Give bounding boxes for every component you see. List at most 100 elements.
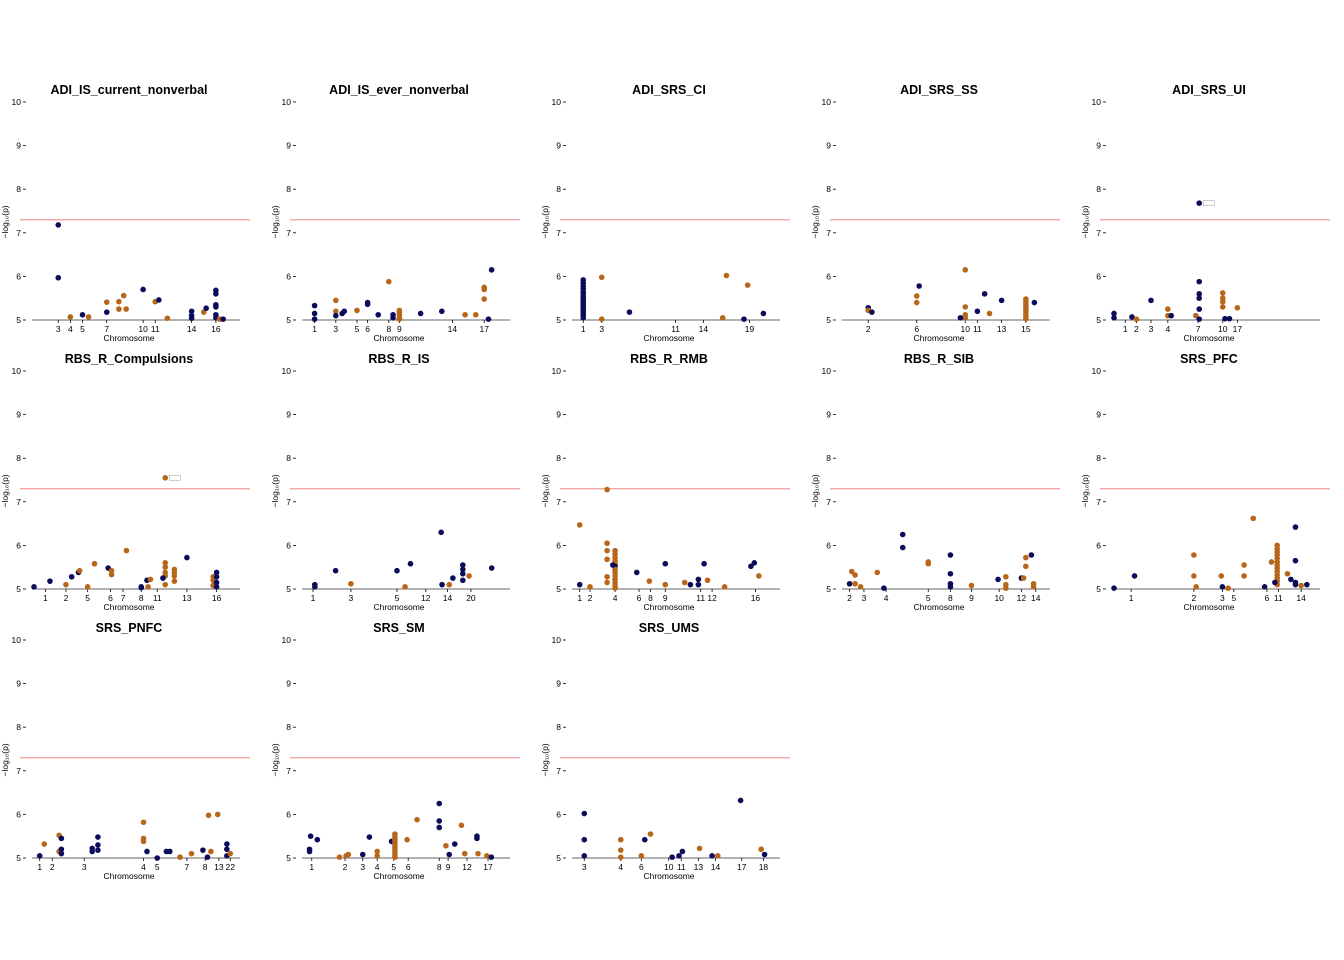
x-tick-label: 2 [847, 593, 852, 603]
y-tick-label: 10 [282, 97, 292, 107]
x-tick-label: 5 [155, 862, 160, 872]
snp-point [402, 584, 408, 590]
y-tick-label: 10 [282, 366, 292, 376]
snp-point [450, 575, 456, 581]
y-tick-label: 8 [556, 722, 561, 732]
snp-point [31, 584, 37, 590]
snp-point [123, 547, 130, 554]
snp-point [375, 311, 382, 318]
x-tick-label: 11 [1274, 593, 1283, 603]
snp-point [144, 848, 150, 855]
y-tick-label: 9 [16, 410, 21, 420]
snp-point [474, 835, 480, 842]
snp-point [899, 544, 906, 551]
snp-point [461, 850, 468, 857]
snp-point [55, 274, 62, 281]
snp-point [160, 575, 166, 581]
snp-point [171, 578, 178, 584]
y-tick-label: 7 [286, 228, 291, 238]
panel-title: SRS_SM [373, 621, 424, 635]
snp-point [869, 309, 875, 315]
x-tick-label: 12 [462, 862, 472, 872]
snp-point [439, 308, 445, 315]
y-tick-label: 9 [556, 679, 561, 689]
snp-point [91, 560, 98, 567]
y-axis-label: −log₁₀(p) [810, 205, 820, 238]
lead-snp-label [1202, 200, 1215, 206]
snp-point [436, 824, 443, 831]
x-tick-label: 1 [311, 593, 316, 603]
snp-point [1133, 316, 1140, 322]
snp-point [576, 522, 583, 528]
snp-point [687, 581, 694, 588]
x-tick-label: 5 [395, 593, 400, 603]
x-tick-label: 8 [437, 862, 442, 872]
snp-point [1131, 573, 1138, 579]
x-axis-label: Chromosome [1183, 333, 1234, 343]
snp-point [1031, 299, 1038, 306]
y-tick-label: 6 [286, 271, 291, 281]
y-axis-label: −log₁₀(p) [270, 743, 280, 776]
snp-point [336, 854, 343, 860]
x-tick-label: 9 [446, 862, 451, 872]
x-tick-label: 6 [108, 593, 113, 603]
snp-point [188, 850, 195, 857]
y-tick-label: 10 [12, 635, 22, 645]
panel-ADI_SRS_UI: ADI_SRS_UI 5 6 7 8 9 10 −log₁₀(p) 1 2 3 4 7 10 17Chrom… [1080, 83, 1330, 343]
x-tick-label: 3 [360, 862, 365, 872]
x-tick-label: 8 [648, 593, 653, 603]
snp-point [481, 286, 488, 293]
x-tick-label: 10 [138, 324, 148, 334]
snp-point [103, 299, 110, 305]
y-tick-label: 10 [822, 97, 832, 107]
snp-point [610, 562, 616, 568]
y-tick-label: 6 [556, 271, 561, 281]
x-tick-label: 3 [599, 324, 604, 334]
snp-point [95, 842, 101, 848]
snp-point [123, 306, 129, 312]
snp-point [848, 568, 855, 575]
panel-title: ADI_IS_current_nonverbal [51, 83, 208, 97]
y-tick-label: 7 [1096, 228, 1101, 238]
snp-point [647, 831, 654, 837]
x-tick-label: 4 [141, 862, 146, 872]
y-tick-label: 7 [16, 497, 21, 507]
y-tick-label: 8 [286, 453, 291, 463]
snp-point [220, 316, 226, 322]
y-tick-label: 5 [286, 584, 291, 594]
snp-point [581, 836, 588, 843]
x-tick-label: 10 [1218, 324, 1228, 334]
snp-point [968, 582, 975, 589]
snp-point [1304, 581, 1310, 588]
x-axis-label: Chromosome [103, 871, 154, 881]
snp-point [1148, 297, 1154, 304]
snp-point [852, 580, 858, 587]
snp-point [1196, 306, 1203, 312]
x-tick-label: 1 [1123, 324, 1128, 334]
snp-point [224, 841, 230, 847]
snp-point [41, 841, 48, 847]
snp-point [695, 581, 702, 588]
x-tick-label: 3 [82, 862, 87, 872]
x-tick-label: 11 [677, 862, 686, 872]
snp-point [1272, 579, 1278, 586]
snp-point [1261, 584, 1268, 590]
x-tick-label: 4 [375, 862, 380, 872]
x-tick-label: 8 [139, 593, 144, 603]
x-tick-label: 17 [1233, 324, 1243, 334]
snp-point [709, 853, 715, 859]
y-axis-label: −log₁₀(p) [540, 205, 550, 238]
snp-point [662, 560, 669, 567]
snp-point [641, 836, 648, 843]
panel-title: ADI_SRS_UI [1172, 83, 1246, 97]
panel-title: SRS_PFC [1180, 352, 1238, 366]
panel-title: RBS_R_RMB [630, 352, 708, 366]
y-tick-label: 10 [552, 97, 562, 107]
x-tick-label: 3 [582, 862, 587, 872]
snp-point [348, 580, 354, 587]
y-tick-label: 7 [16, 766, 21, 776]
snp-point [587, 584, 593, 590]
y-axis-label: −log₁₀(p) [1080, 205, 1090, 238]
